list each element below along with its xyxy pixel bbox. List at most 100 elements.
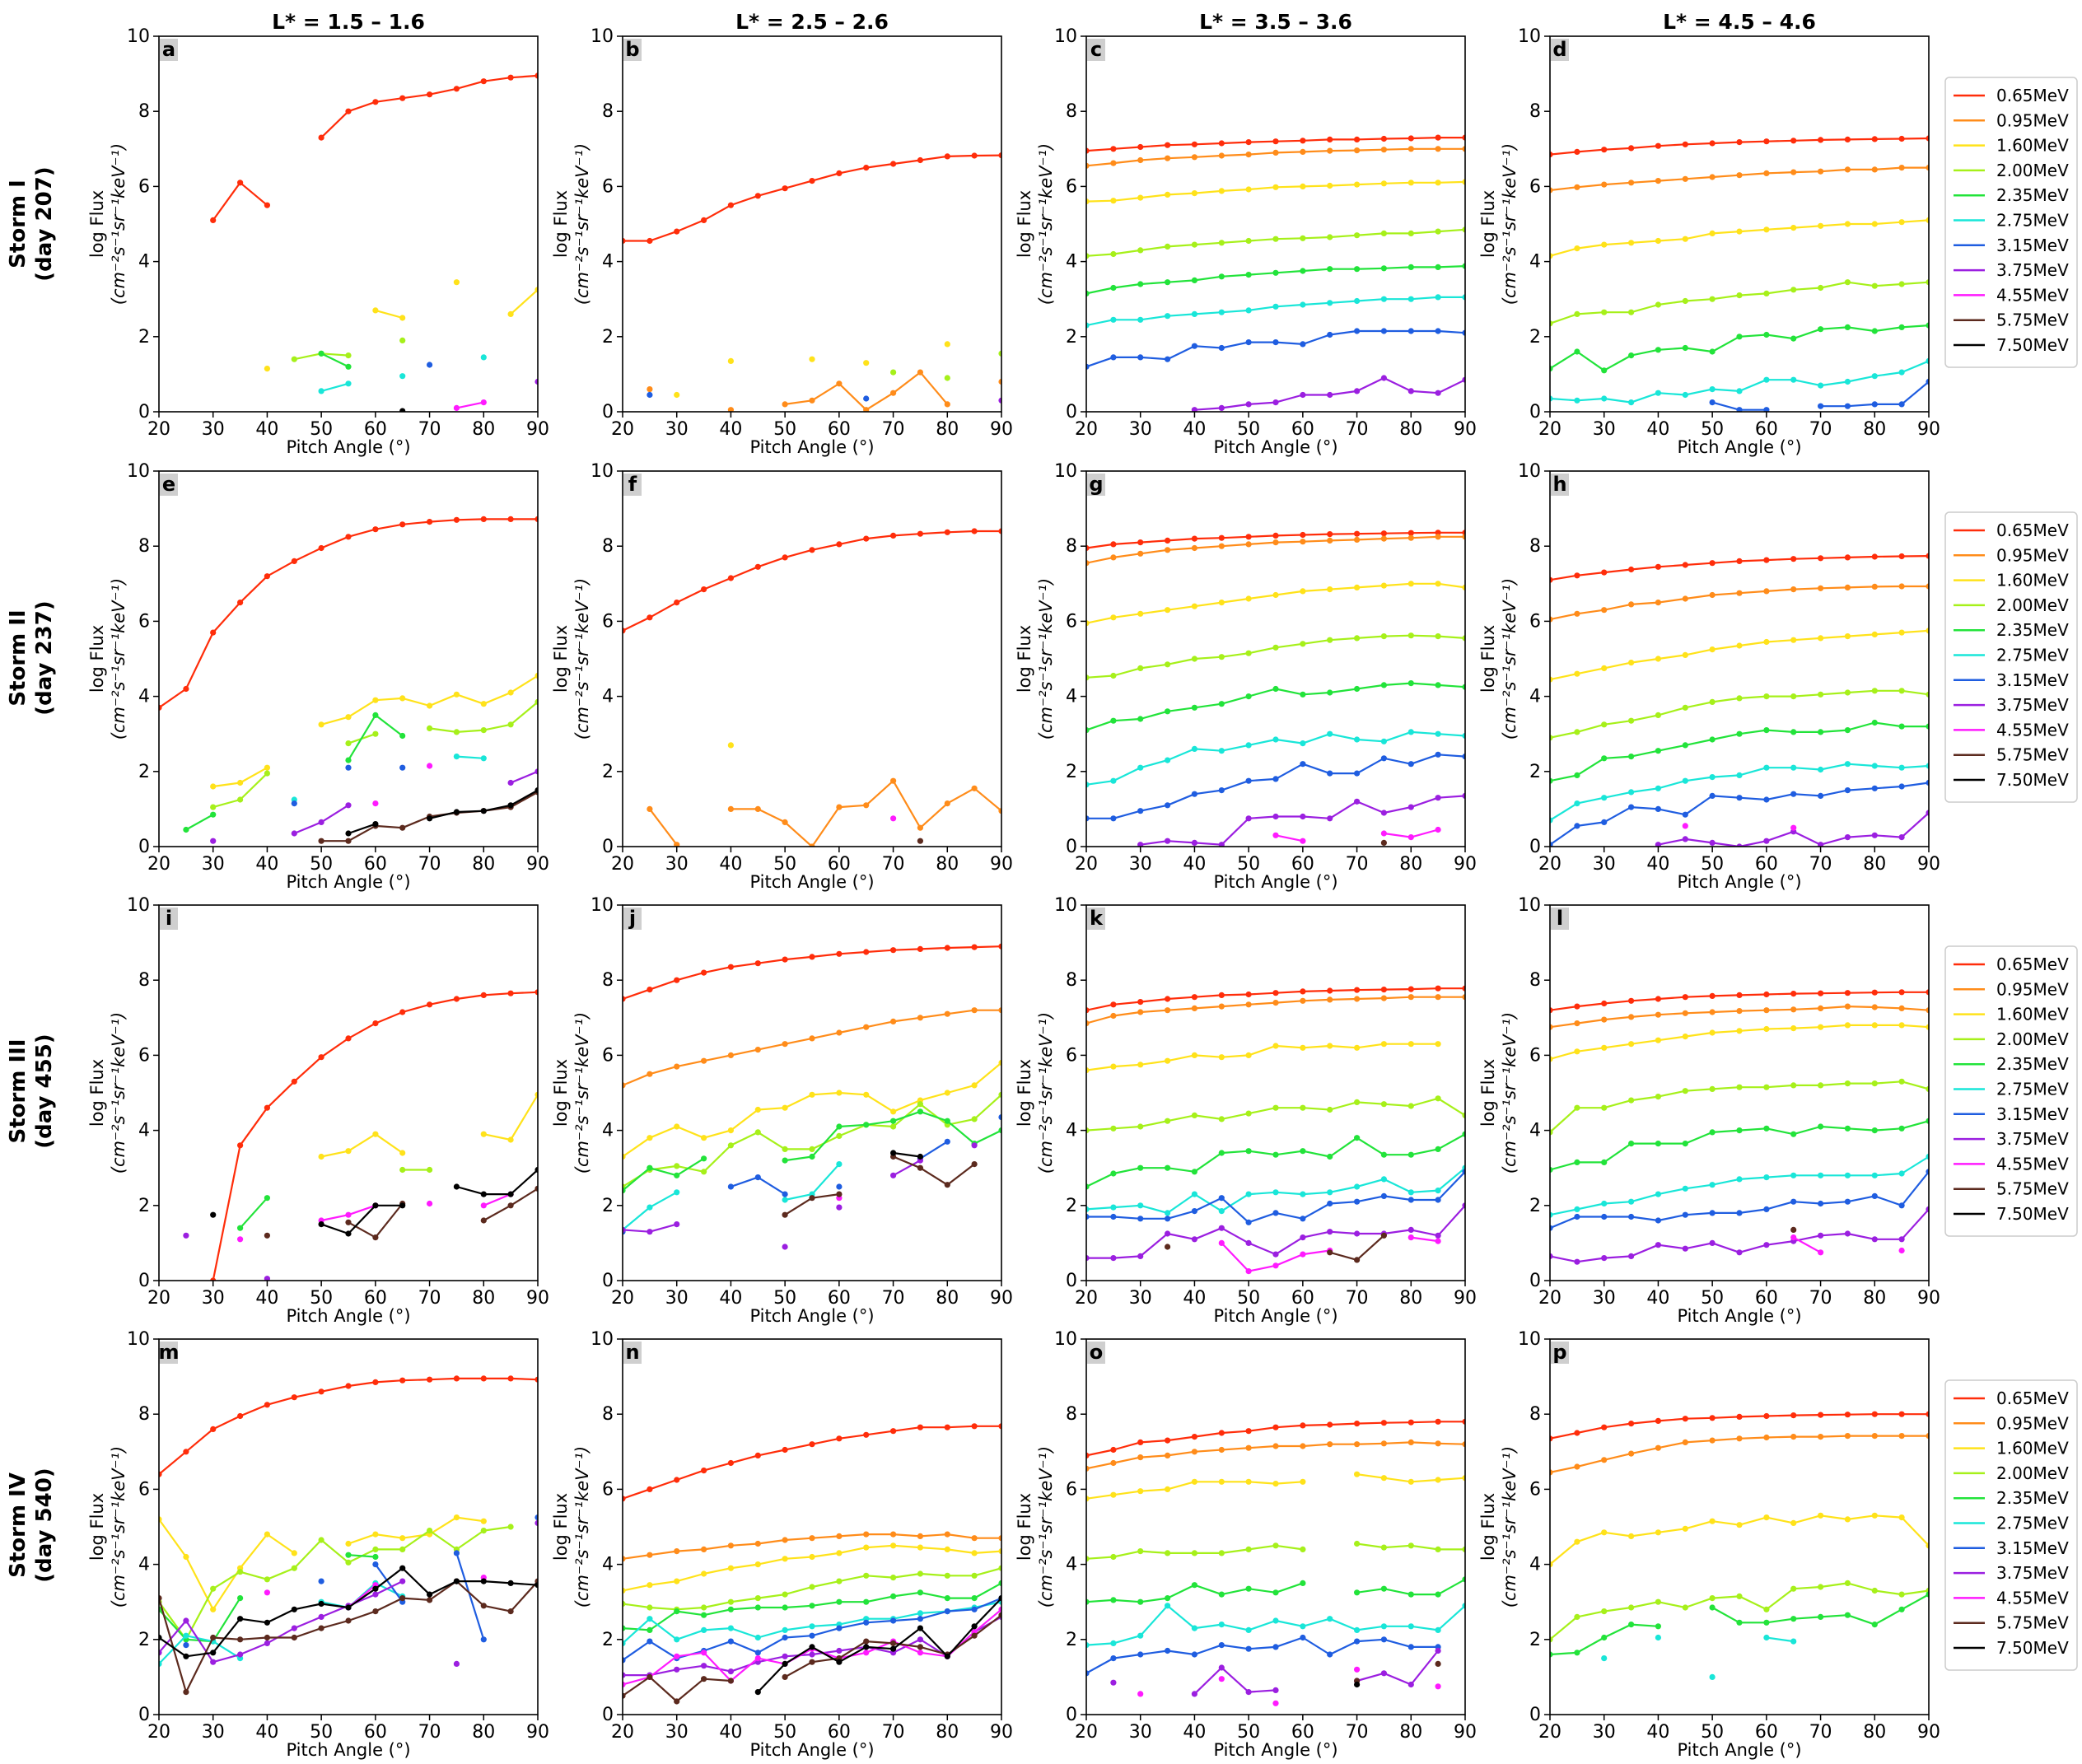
panel-letter-badge (1551, 908, 1569, 930)
data-point-0.65MeV (1327, 987, 1333, 994)
x-tick-label: 60 (1291, 1288, 1314, 1309)
x-tick-label: 90 (526, 854, 549, 875)
data-point-0.95MeV (1165, 155, 1171, 161)
data-point-0.65MeV (1601, 1424, 1608, 1430)
data-point-0.65MeV (1790, 991, 1797, 997)
data-point-2.35MeV (1137, 1598, 1144, 1605)
data-point-3.15MeV (1191, 1651, 1197, 1658)
data-point-2.00MeV (1380, 633, 1387, 640)
data-point-5.75MeV (944, 1182, 950, 1188)
y-tick-label: 2 (1529, 1630, 1541, 1650)
data-point-0.65MeV (1709, 1415, 1716, 1421)
data-point-5.75MeV (1380, 1232, 1387, 1239)
data-point-2.00MeV (345, 352, 352, 359)
data-point-2.00MeV (1763, 290, 1770, 296)
data-point-5.75MeV (701, 1676, 707, 1682)
x-tick-label: 40 (255, 1722, 278, 1743)
data-point-3.75MeV (1218, 1664, 1225, 1671)
plot-frame (622, 1338, 1002, 1715)
data-point-0.95MeV (1272, 149, 1279, 156)
data-point-3.15MeV (1763, 1206, 1770, 1212)
data-point-1.60MeV (1110, 198, 1117, 204)
x-tick-label: 80 (1399, 1288, 1422, 1309)
data-point-2.00MeV (890, 369, 897, 376)
data-point-1.60MeV (1550, 1056, 1553, 1062)
data-point-2.00MeV (836, 1578, 843, 1584)
panel-letter-badge (160, 908, 178, 930)
data-point-2.35MeV (1709, 1129, 1716, 1136)
data-point-3.75MeV (1165, 1230, 1171, 1237)
data-point-3.75MeV (1844, 834, 1851, 841)
data-point-2.00MeV (1628, 1097, 1635, 1104)
y-tick-label: 8 (138, 536, 150, 557)
data-point-3.75MeV (1763, 1242, 1770, 1248)
data-point-0.65MeV (1218, 1430, 1225, 1436)
data-point-1.60MeV (480, 1518, 487, 1524)
data-point-2.00MeV (1137, 665, 1144, 672)
x-tick-label: 90 (526, 1288, 549, 1309)
legend-label: 2.75MeV (1996, 211, 2069, 231)
data-point-3.75MeV (372, 1591, 379, 1598)
series-line-1.60MeV (348, 1516, 484, 1545)
y-axis-label-line1: log Flux (551, 625, 571, 693)
data-point-2.00MeV (1191, 1112, 1197, 1118)
data-point-0.95MeV (1763, 1434, 1770, 1441)
data-point-0.65MeV (480, 516, 487, 523)
data-point-2.35MeV (1300, 1580, 1306, 1586)
data-point-0.65MeV (453, 516, 460, 523)
data-point-2.35MeV (1380, 682, 1387, 688)
data-point-3.15MeV (1272, 1644, 1279, 1650)
data-point-1.60MeV (1354, 1044, 1361, 1051)
data-point-2.75MeV (480, 354, 487, 361)
data-point-0.95MeV (1628, 180, 1635, 186)
data-point-2.00MeV (1218, 1116, 1225, 1122)
data-point-1.60MeV (1818, 1512, 1824, 1519)
data-point-3.15MeV (1086, 815, 1090, 822)
data-point-5.75MeV (345, 838, 352, 844)
panel-letter: d (1552, 38, 1566, 61)
data-point-0.65MeV (345, 534, 352, 540)
data-point-3.15MeV (782, 1634, 788, 1641)
y-tick-label: 6 (1066, 611, 1077, 632)
x-axis-label: Pitch Angle (°) (286, 437, 410, 457)
x-tick-label: 50 (1237, 1288, 1260, 1309)
data-point-0.95MeV (1926, 583, 1929, 590)
y-tick-label: 10 (1518, 1329, 1541, 1350)
data-point-3.15MeV (1327, 331, 1333, 338)
data-point-0.65MeV (1272, 532, 1279, 539)
y-axis-label-line1: log Flux (551, 1493, 571, 1561)
x-tick-label: 60 (828, 419, 851, 440)
data-point-0.65MeV (183, 685, 189, 693)
data-point-0.95MeV (1682, 595, 1688, 602)
x-tick-label: 80 (936, 1722, 959, 1743)
data-point-2.35MeV (1818, 326, 1824, 333)
x-tick-label: 80 (1399, 854, 1422, 875)
x-tick-label: 80 (936, 1288, 959, 1309)
plot-area (1550, 471, 1929, 847)
data-point-0.65MeV (1682, 562, 1688, 568)
legend-box: 0.65MeV0.95MeV1.60MeV2.00MeV2.35MeV2.75M… (1944, 945, 2078, 1237)
data-point-2.75MeV (1218, 309, 1225, 315)
data-point-2.75MeV (1790, 1638, 1797, 1645)
data-point-2.00MeV (345, 740, 352, 747)
data-point-2.00MeV (1435, 228, 1441, 235)
x-tick-label: 70 (882, 854, 905, 875)
data-point-2.00MeV (1898, 1078, 1905, 1085)
x-tick-label: 70 (1346, 854, 1369, 875)
data-point-2.00MeV (1574, 1613, 1580, 1620)
series-line-7.50MeV (757, 1597, 1001, 1693)
row-title: Storm II (day 237) (6, 600, 57, 715)
data-point-2.00MeV (1574, 1104, 1580, 1111)
data-point-1.60MeV (1191, 603, 1197, 609)
data-point-2.00MeV (1550, 1129, 1553, 1136)
y-axis-label-line2: (cm⁻²s⁻¹sr⁻¹keV⁻¹) (572, 1446, 592, 1608)
data-point-2.00MeV (623, 1600, 626, 1608)
data-point-3.15MeV (1926, 1169, 1929, 1175)
x-tick-label: 70 (1809, 419, 1832, 440)
data-point-4.55MeV (237, 1236, 244, 1243)
y-tick-label: 0 (138, 402, 150, 422)
data-point-5.75MeV (971, 1632, 978, 1639)
legend-label: 2.00MeV (1996, 595, 2069, 615)
y-tick-label: 4 (1066, 252, 1077, 273)
